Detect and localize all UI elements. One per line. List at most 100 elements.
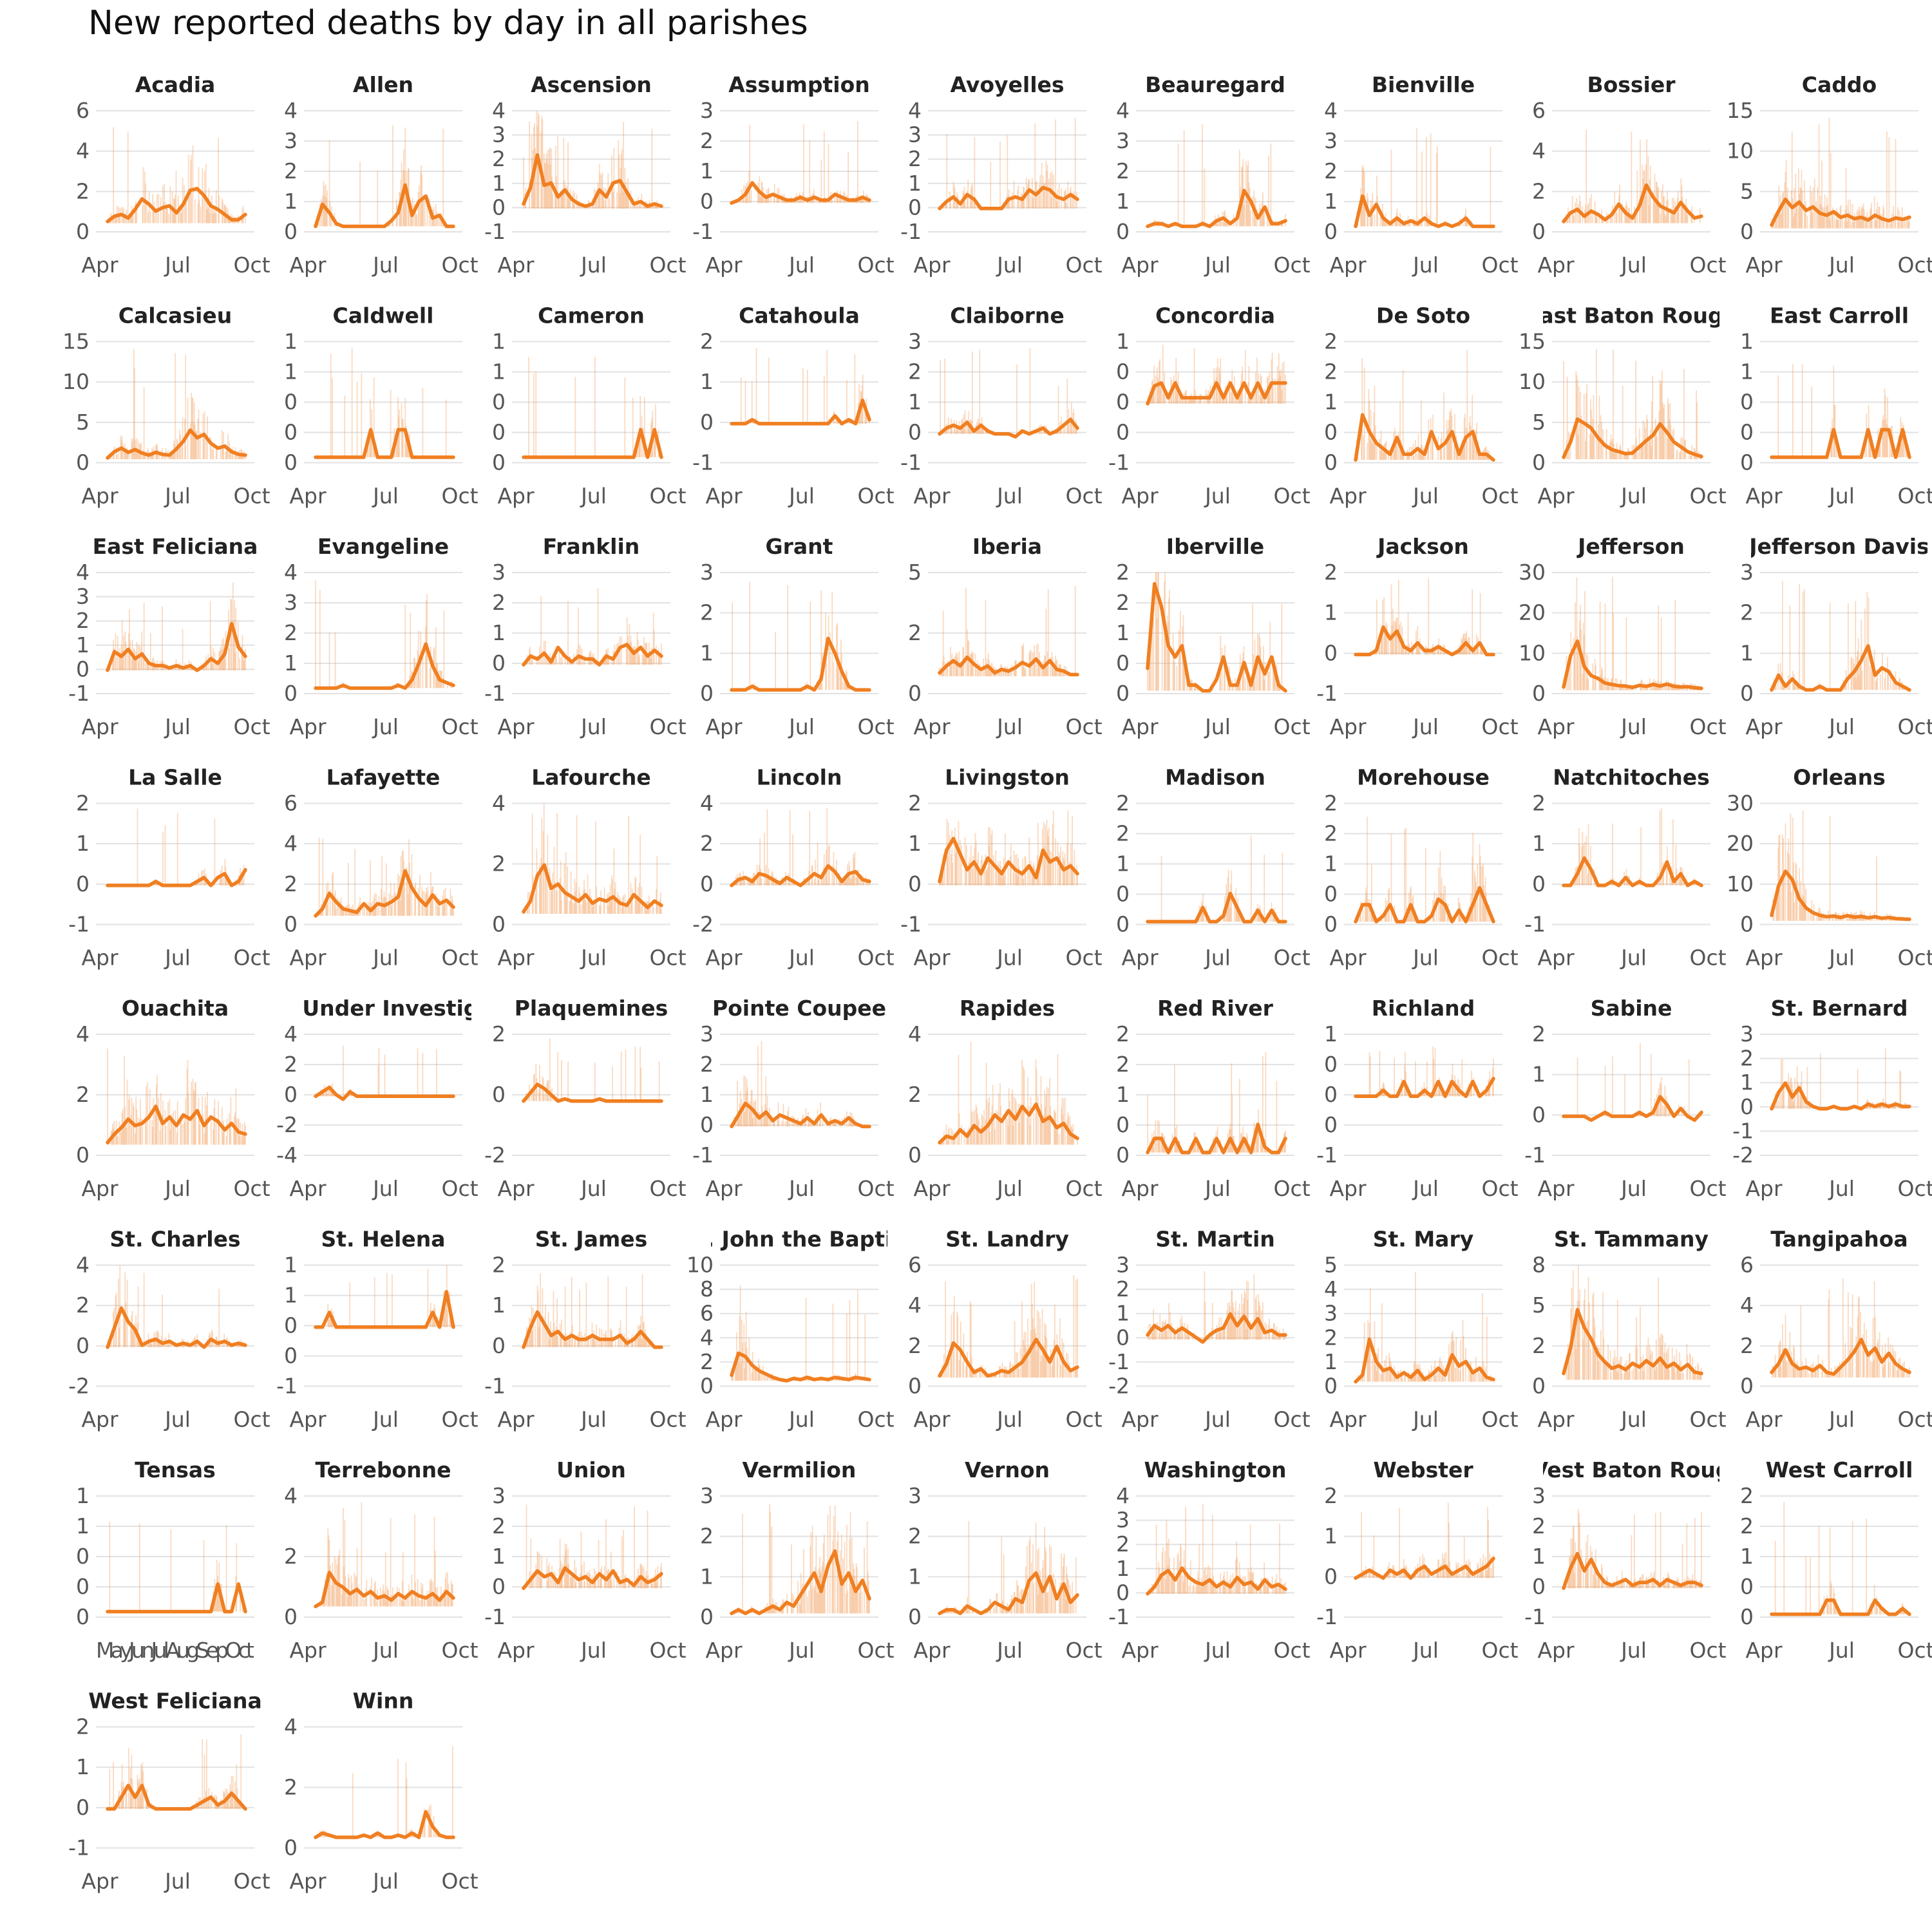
- average-line: [1562, 639, 1703, 690]
- y-tick-label: 0: [1532, 681, 1546, 706]
- y-tick-label: 2: [284, 1052, 298, 1077]
- x-tick-label: Jul: [580, 484, 607, 509]
- x-tick-label: Jul: [1828, 945, 1855, 971]
- panel-title: Avoyelles: [950, 72, 1064, 97]
- y-tick-label: -1: [68, 912, 90, 937]
- y-tick-label: 2: [908, 1082, 922, 1107]
- y-tick-label: 0: [492, 912, 506, 937]
- y-tick-label: 0: [908, 681, 922, 706]
- panel-title: Grant: [766, 534, 833, 559]
- x-tick-label: Apr: [81, 945, 118, 971]
- x-tick-label: Jul: [164, 484, 191, 509]
- x-tick-label: Oct: [1897, 945, 1932, 971]
- y-tick-label: 1: [700, 640, 714, 665]
- average-line: [1562, 856, 1703, 887]
- average-line: [522, 863, 663, 914]
- x-tick-label: Jul: [580, 252, 607, 278]
- x-tick-label: Oct: [1273, 714, 1310, 739]
- x-tick-label: Oct: [1273, 1176, 1310, 1201]
- y-tick-label: 2: [700, 329, 714, 354]
- x-tick-label: Oct: [1273, 252, 1310, 278]
- x-tick-label: Jul: [996, 945, 1023, 971]
- y-tick-label: 2: [76, 1082, 90, 1107]
- x-tick-label: Oct: [1897, 484, 1932, 509]
- y-tick-label: 4: [1324, 98, 1338, 123]
- average-line: [314, 642, 455, 690]
- daily-spikes: [939, 585, 1076, 677]
- x-tick-label: Apr: [913, 714, 951, 739]
- x-tick-label: Oct: [233, 945, 270, 971]
- y-tick-label: 1: [1116, 851, 1130, 876]
- average-line: [1354, 886, 1495, 923]
- y-tick-label: 2: [700, 831, 714, 856]
- y-tick-label: 0: [492, 390, 506, 415]
- x-tick-label: Oct: [233, 1176, 270, 1201]
- average-line: [106, 867, 247, 887]
- y-tick-label: 3: [284, 128, 298, 153]
- x-tick-label: Oct: [649, 484, 686, 509]
- average-line: [938, 417, 1079, 439]
- y-tick-label: 2: [1116, 590, 1130, 615]
- x-tick-label: Oct: [233, 484, 270, 509]
- y-tick-label: 2: [284, 871, 298, 896]
- y-tick-label: -1: [692, 1142, 714, 1168]
- x-tick-label: Apr: [497, 252, 535, 278]
- x-tick-label: Apr: [705, 252, 743, 278]
- daily-spikes: [1563, 349, 1702, 460]
- average-line: [1354, 194, 1495, 229]
- y-tick-label: -1: [484, 219, 506, 244]
- y-tick-label: 0: [700, 189, 714, 214]
- y-tick-label: 1: [284, 189, 298, 214]
- y-tick-label: 0: [908, 420, 922, 445]
- daily-spikes: [1356, 128, 1492, 227]
- y-tick-label: 2: [1324, 560, 1338, 585]
- x-tick-label: Oct: [233, 252, 270, 278]
- average-line: [1562, 417, 1703, 459]
- y-tick-label: -2: [276, 1112, 298, 1137]
- x-tick-label: Oct: [1897, 714, 1932, 739]
- y-tick-label: 0: [1324, 219, 1338, 244]
- y-tick-label: 2: [908, 359, 922, 384]
- y-tick-label: 0: [908, 1142, 922, 1168]
- y-tick-label: -1: [900, 450, 922, 475]
- y-tick-label: 10: [1727, 138, 1754, 164]
- y-tick-label: 6: [1532, 98, 1546, 123]
- y-tick-label: 0: [1740, 420, 1754, 445]
- x-tick-label: Oct: [441, 1176, 478, 1201]
- panel-red-river: Red River 0 0 1 2 2 Apr Jul Oct: [1116, 996, 1311, 1201]
- average-line: [314, 869, 455, 918]
- daily-spikes: [1773, 580, 1909, 690]
- x-tick-label: Jul: [788, 945, 815, 971]
- x-tick-label: Jul: [580, 1176, 607, 1201]
- y-tick-label: 0: [1532, 450, 1546, 475]
- y-tick-label: 4: [284, 1021, 298, 1046]
- daily-spikes: [315, 580, 453, 688]
- x-tick-label: Oct: [857, 945, 894, 971]
- y-tick-label: 3: [492, 560, 506, 585]
- y-tick-label: 1: [1324, 189, 1338, 214]
- panel-title: La Salle: [128, 765, 222, 790]
- panel-caldwell: Caldwell 0 0 0 1 1 Apr Jul Oct: [284, 303, 478, 509]
- y-tick-label: 1: [700, 369, 714, 394]
- x-tick-label: Apr: [1329, 252, 1367, 278]
- x-tick-label: Apr: [1329, 714, 1367, 739]
- y-tick-label: 1: [700, 158, 714, 184]
- daily-spikes: [740, 348, 870, 424]
- x-tick-label: Oct: [1065, 1176, 1102, 1201]
- y-tick-label: 2: [492, 146, 506, 171]
- y-tick-label: -1: [1524, 912, 1546, 937]
- y-tick-label: 1: [284, 359, 298, 384]
- x-tick-label: Jul: [788, 484, 815, 509]
- x-tick-label: Oct: [441, 714, 478, 739]
- y-tick-label: 0: [1116, 912, 1130, 937]
- x-tick-label: Jul: [996, 714, 1023, 739]
- x-tick-label: Oct: [857, 714, 894, 739]
- panel-title: Bienville: [1372, 72, 1475, 97]
- daily-spikes: [524, 1038, 660, 1101]
- daily-spikes: [1772, 810, 1910, 921]
- panel-livingston: Livingston -1 0 1 2 Apr Jul Oct: [900, 765, 1102, 971]
- x-tick-label: Apr: [705, 1176, 743, 1201]
- panel-iberia: Iberia 0 2 5 Apr Jul Oct: [908, 534, 1103, 739]
- y-tick-label: 5: [1740, 178, 1754, 204]
